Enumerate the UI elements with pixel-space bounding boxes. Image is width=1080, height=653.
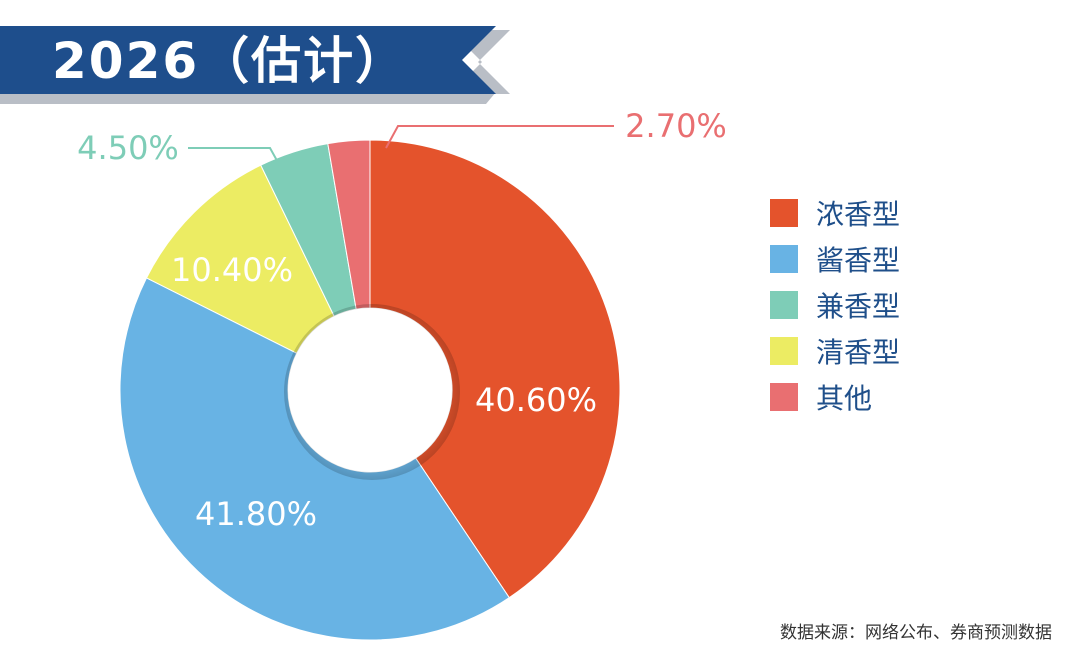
banner-shadow-stripe — [0, 92, 496, 104]
chart-legend: 浓香型 酱香型 兼香型 清香型 其他 — [770, 190, 970, 420]
legend-item-nongxiang: 浓香型 — [770, 190, 970, 236]
data-label: 40.60% — [475, 381, 597, 419]
legend-item-jiangxiang: 酱香型 — [770, 236, 970, 282]
legend-item-jianxiang: 兼香型 — [770, 282, 970, 328]
legend-swatch — [770, 199, 798, 227]
legend-swatch — [770, 337, 798, 365]
leader-line — [385, 125, 614, 149]
leaders-group — [188, 125, 614, 167]
source-note: 数据来源：网络公布、券商预测数据 — [780, 623, 1052, 643]
data-label: 2.70% — [625, 107, 727, 145]
data-label: 41.80% — [195, 495, 317, 533]
data-label: 10.40% — [171, 251, 293, 289]
legend-swatch — [770, 291, 798, 319]
legend-label: 浓香型 — [816, 198, 901, 231]
legend-label: 兼香型 — [816, 290, 901, 323]
leader-line — [188, 147, 281, 167]
page-title: 2026（估计） — [52, 32, 408, 90]
legend-item-qita: 其他 — [770, 374, 970, 420]
donut-hole — [288, 308, 452, 472]
legend-swatch — [770, 383, 798, 411]
legend-label: 清香型 — [816, 336, 901, 369]
labels-group: 40.60% 41.80% 10.40% 4.50% 2.70% — [77, 107, 727, 533]
slices-group — [119, 139, 621, 641]
legend-swatch — [770, 245, 798, 273]
data-label: 4.50% — [77, 129, 179, 167]
legend-label: 酱香型 — [816, 244, 901, 277]
banner-blue-body — [0, 26, 496, 94]
title-banner — [0, 26, 510, 104]
banner-gray-chevron — [450, 30, 510, 94]
legend-item-qingxiang: 清香型 — [770, 328, 970, 374]
legend-label: 其他 — [816, 382, 873, 415]
